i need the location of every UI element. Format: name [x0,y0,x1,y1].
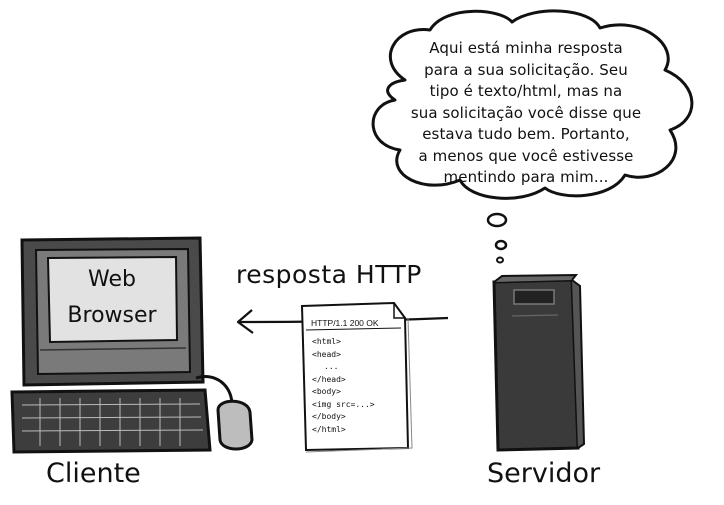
server-label: Servidor [487,458,601,489]
http-response-document [300,301,413,453]
thought-dot-medium [494,239,508,251]
bubble-line: mentindo para mim... [443,168,609,186]
html-code-lines: <html> <head> ... </head> <body> <img sr… [312,336,375,436]
bubble-text: Aqui está minha resposta para a sua soli… [396,38,656,189]
thought-dot-large [486,212,508,228]
code-line: </html> [312,424,346,434]
code-line: ... [324,362,339,371]
status-line: HTTP/1.1 200 OK [311,318,379,328]
bubble-line: Aqui está minha resposta [429,39,623,57]
bubble-line: tipo é texto/html, mas na [429,82,623,100]
keyboard-icon [10,388,212,454]
bubble-line: a menos que você estivesse [418,146,634,165]
code-line: <head> [312,349,341,359]
code-line: <body> [312,387,341,396]
screen-line-browser: Browser [67,303,157,328]
bubble-line: estava tudo bem. Portanto, [422,125,630,143]
code-line: <img src=...> [312,399,375,409]
thought-bubble [371,9,694,200]
screen-line-web: Web [88,267,136,292]
bubble-line: sua solicitação você disse que [410,103,642,122]
monitor-screen-label: Web Browser [50,262,174,334]
mouse-icon [216,399,254,451]
code-line: </head> [312,374,346,384]
code-line: <html> [312,337,341,346]
monitor-icon [20,236,205,387]
http-response-label: resposta HTTP [236,260,422,289]
thought-dot-small [496,256,504,264]
client-label: Cliente [46,458,141,489]
bubble-line: para a sua solicitação. Seu [424,60,628,79]
server-icon [492,273,586,452]
code-line: </body> [312,412,346,421]
